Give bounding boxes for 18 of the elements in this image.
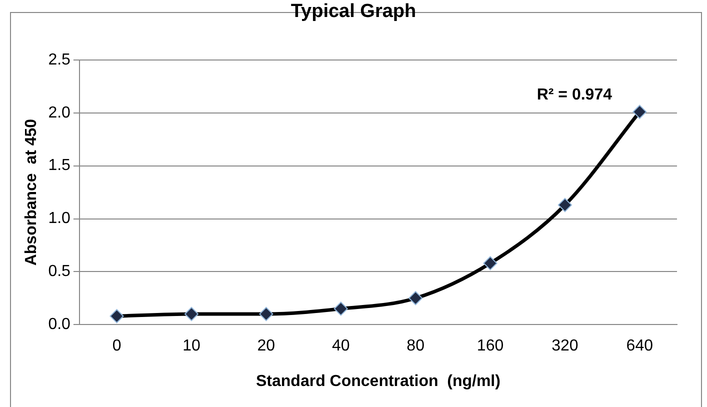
y-tick-label: 1.5 — [48, 157, 71, 174]
x-tick-label: 320 — [552, 338, 578, 355]
x-tick-label: 160 — [476, 338, 504, 355]
x-tick-label: 40 — [332, 338, 350, 355]
x-tick-label: 640 — [626, 338, 654, 355]
y-tick-label: 0.0 — [48, 316, 71, 334]
y-tick-label: 2.5 — [48, 51, 71, 68]
annotation: R² = 0.974 — [536, 86, 612, 104]
y-axis-title: Absorbance at 450 — [23, 118, 40, 266]
x-tick-label: 20 — [257, 338, 276, 355]
chart-title: Typical Graph — [290, 0, 418, 24]
x-tick-label: 80 — [406, 338, 425, 355]
x-tick-label: 10 — [182, 338, 200, 355]
x-tick-label: 0 — [112, 338, 122, 355]
y-tick-label: 0.5 — [48, 263, 71, 280]
y-tick-label: 1.0 — [48, 210, 71, 228]
x-axis-title: Standard Concentration (ng/ml) — [256, 372, 500, 390]
y-tick-label: 2.0 — [48, 104, 71, 122]
